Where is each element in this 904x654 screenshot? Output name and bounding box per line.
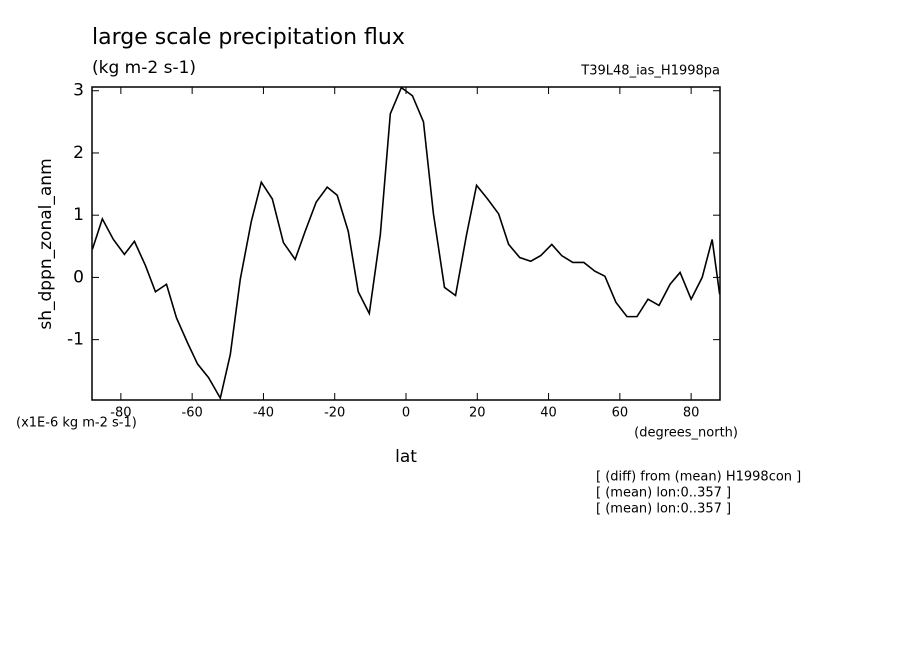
x-tick-label: -60 [182, 406, 203, 421]
x-tick-label: 0 [402, 406, 410, 421]
x-axis-label: lat [395, 447, 417, 467]
y-units: (x1E-6 kg m-2 s-1) [16, 416, 137, 431]
data-line [91, 86, 721, 401]
note: [ (mean) lon:0..357 ] [596, 502, 731, 517]
x-tick-label: -40 [253, 406, 274, 421]
plot-frame [91, 86, 721, 401]
y-tick-label: 0 [73, 267, 84, 287]
x-tick-label: 20 [469, 406, 486, 421]
chart-subtitle: (kg m-2 s-1) [92, 58, 196, 78]
x-units: (degrees_north) [634, 426, 738, 441]
y-tick-label: -1 [67, 330, 84, 350]
x-tick-label: 60 [612, 406, 629, 421]
note: [ (mean) lon:0..357 ] [596, 486, 731, 501]
y-axis-label: sh_dppn_zonal_anm [36, 158, 56, 329]
x-tick-label: -80 [110, 406, 131, 421]
note: [ (diff) from (mean) H1998con ] [596, 470, 801, 485]
y-tick-label: 2 [73, 143, 84, 163]
x-tick-label: 40 [540, 406, 557, 421]
y-tick-label: 3 [73, 81, 84, 101]
run-label: T39L48_ias_H1998pa [580, 64, 720, 79]
y-tick-label: 1 [73, 205, 84, 225]
x-tick-label: 80 [683, 406, 700, 421]
chart-title: large scale precipitation flux [92, 25, 405, 50]
x-tick-label: -20 [324, 406, 345, 421]
